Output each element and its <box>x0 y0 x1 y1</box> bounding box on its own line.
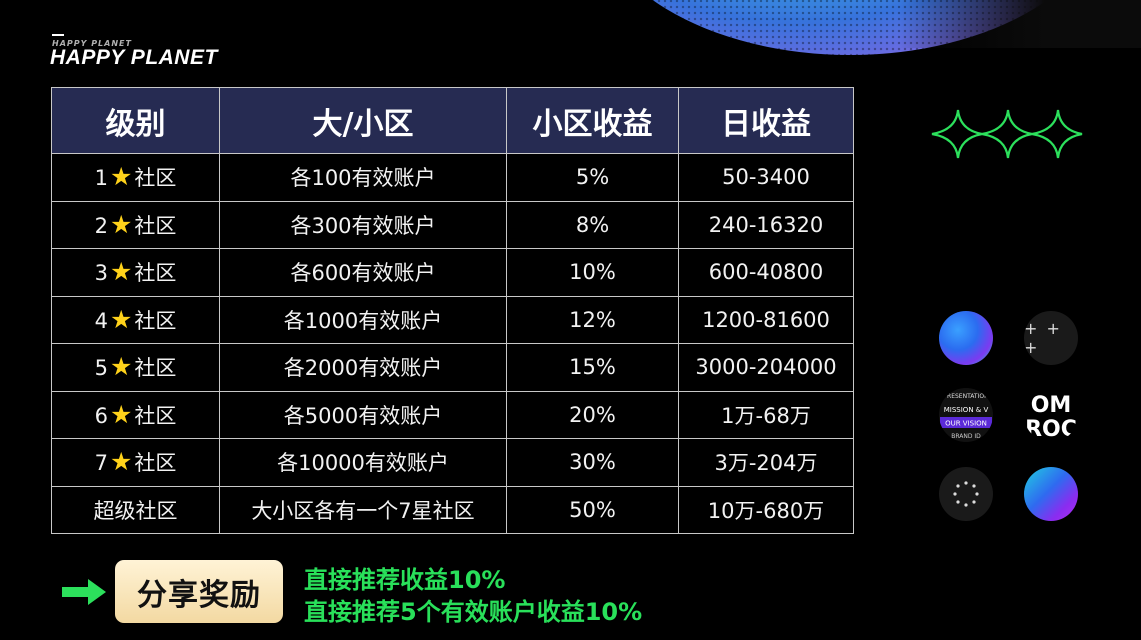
daily-income-cell: 3万-204万 <box>678 438 854 487</box>
daily-income-cell: 240-16320 <box>678 200 854 249</box>
brand-logo: HAPPY PLANET <box>50 46 218 69</box>
level-number: 5 <box>94 356 108 381</box>
level-suffix: 社区 <box>134 451 177 476</box>
star-icon: ★ <box>109 257 133 287</box>
logo-badge-icon: OM ROC <box>1024 388 1078 442</box>
area-cell: 各100有效账户 <box>219 153 507 202</box>
logo-text-top: OM <box>1031 393 1072 418</box>
table-row: 6★社区 各5000有效账户 20% 1万-68万 <box>51 390 854 439</box>
area-cell: 大小区各有一个7星社区 <box>219 485 507 534</box>
daily-income-cell: 1万-68万 <box>678 390 854 439</box>
star-icon: ★ <box>109 162 133 192</box>
level-cell: 2★社区 <box>51 200 220 249</box>
income-rate-cell: 10% <box>506 248 679 297</box>
reward-line-2: 直接推荐5个有效账户收益10% <box>304 598 643 626</box>
level-suffix: 社区 <box>134 261 177 286</box>
table-row: 2★社区 各300有效账户 8% 240-16320 <box>51 200 854 249</box>
plus-row-label: + + + <box>1024 319 1062 357</box>
area-cell: 各2000有效账户 <box>219 343 507 392</box>
daily-income-cell: 1200-81600 <box>678 295 854 344</box>
area-cell: 各1000有效账户 <box>219 295 507 344</box>
mission-line-2: MISSION & V <box>944 406 989 414</box>
share-reward-button[interactable]: 分享奖励 <box>115 560 283 623</box>
level-cell: 超级社区 <box>51 485 220 534</box>
level-cell: 5★社区 <box>51 343 220 392</box>
arrow-right-icon <box>62 579 106 605</box>
daily-income-cell: 3000-204000 <box>678 343 854 392</box>
header-level: 级别 <box>51 87 220 154</box>
table-row: 7★社区 各10000有效账户 30% 3万-204万 <box>51 438 854 487</box>
area-cell: 各600有效账户 <box>219 248 507 297</box>
table-row-super: 超级社区 大小区各有一个7星社区 50% 10万-680万 <box>51 485 854 534</box>
reward-line-1: 直接推荐收益10% <box>304 566 506 594</box>
brand-dash <box>52 34 64 36</box>
level-cell: 4★社区 <box>51 295 220 344</box>
header-income-rate: 小区收益 <box>506 87 679 154</box>
level-number: 4 <box>94 308 108 333</box>
star-icon: ★ <box>109 304 133 334</box>
gradient-wave-icon <box>1024 467 1078 521</box>
table-header-row: 级别 大/小区 小区收益 日收益 <box>51 87 854 154</box>
income-rate-cell: 15% <box>506 343 679 392</box>
table-row: 1★社区 各100有效账户 5% 50-3400 <box>51 153 854 202</box>
income-rate-cell: 8% <box>506 200 679 249</box>
income-rate-cell: 50% <box>506 485 679 534</box>
plus-row-icon: + + + <box>1024 311 1078 365</box>
level-cell: 7★社区 <box>51 438 220 487</box>
header-area: 大/小区 <box>219 87 507 154</box>
level-number: 6 <box>94 403 108 428</box>
daily-income-cell: 600-40800 <box>678 248 854 297</box>
level-cell: 1★社区 <box>51 153 220 202</box>
level-cell: 3★社区 <box>51 248 220 297</box>
daily-income-cell: 50-3400 <box>678 153 854 202</box>
hero-dark-overlay <box>900 0 1141 48</box>
level-suffix: 社区 <box>134 166 177 191</box>
header-daily-income: 日收益 <box>678 87 854 154</box>
level-number: 2 <box>94 213 108 238</box>
brand-subline: HAPPY PLANET <box>52 39 132 48</box>
income-rate-cell: 20% <box>506 390 679 439</box>
star-icon: ★ <box>109 352 133 382</box>
star-icon: ★ <box>109 399 133 429</box>
level-cell: 6★社区 <box>51 390 220 439</box>
income-rate-cell: 12% <box>506 295 679 344</box>
level-number: 7 <box>94 451 108 476</box>
star-icon: ★ <box>109 447 133 477</box>
income-rate-cell: 5% <box>506 153 679 202</box>
logo-text-bottom: ROC <box>1025 417 1077 442</box>
level-suffix: 社区 <box>134 403 177 428</box>
tier-table: 级别 大/小区 小区收益 日收益 1★社区 各100有效账户 5% 50-3400 2★… <box>51 87 854 534</box>
level-number: 3 <box>94 261 108 286</box>
level-suffix: 社区 <box>134 213 177 238</box>
level-suffix: 社区 <box>134 308 177 333</box>
mission-badge-icon: PRESENTATION MISSION & V OUR VISION BRAN… <box>939 388 993 442</box>
daily-income-cell: 10万-680万 <box>678 485 854 534</box>
table-row: 3★社区 各600有效账户 10% 600-40800 <box>51 248 854 297</box>
level-number: 1 <box>94 166 108 191</box>
area-cell: 各5000有效账户 <box>219 390 507 439</box>
gradient-orb-icon <box>939 311 993 365</box>
area-cell: 各300有效账户 <box>219 200 507 249</box>
mission-line-3: OUR VISION <box>945 420 987 428</box>
income-rate-cell: 30% <box>506 438 679 487</box>
sparkles-icon <box>931 109 1083 159</box>
table-row: 5★社区 各2000有效账户 15% 3000-204000 <box>51 343 854 392</box>
level-suffix: 社区 <box>134 356 177 381</box>
mission-line-4: BRAND ID <box>951 433 981 440</box>
star-icon: ★ <box>109 209 133 239</box>
area-cell: 各10000有效账户 <box>219 438 507 487</box>
mission-line-1: PRESENTATION <box>943 393 988 400</box>
table-row: 4★社区 各1000有效账户 12% 1200-81600 <box>51 295 854 344</box>
loading-dots-icon <box>939 467 993 521</box>
